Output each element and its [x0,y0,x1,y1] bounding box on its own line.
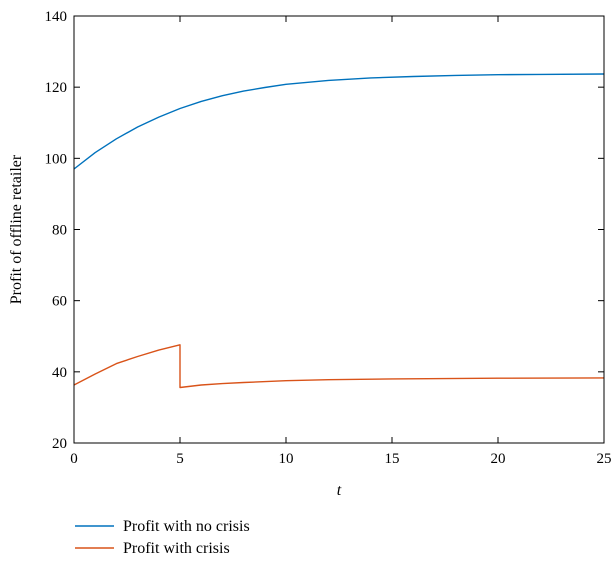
legend-label: Profit with crisis [123,540,230,557]
y-tick-label: 100 [45,151,68,167]
y-tick-label: 20 [52,436,67,452]
x-tick-label: 15 [385,451,400,467]
x-tick-label: 10 [279,451,294,467]
y-tick-label: 40 [52,365,67,381]
y-tick-label: 140 [45,9,68,25]
y-axis-label: Profit of offline retailer [8,154,25,304]
legend: Profit with no crisis Profit with crisis [75,518,250,557]
y-tick-label: 120 [45,80,68,96]
x-tick-label: 25 [597,451,612,467]
series-line-no-crisis [73,73,605,170]
x-axis-ticks: 0 5 10 15 20 25 [70,16,612,467]
y-tick-label: 80 [52,223,67,239]
x-tick-label: 0 [70,451,78,467]
x-tick-label: 20 [491,451,506,467]
y-tick-label: 60 [52,294,67,310]
y-axis-ticks: 20 40 60 80 100 120 140 [45,9,604,452]
legend-label: Profit with no crisis [123,518,250,535]
series-line-crisis [73,344,605,389]
x-tick-label: 5 [176,451,184,467]
plot-lines [73,73,605,389]
x-axis-label: t [337,482,342,499]
